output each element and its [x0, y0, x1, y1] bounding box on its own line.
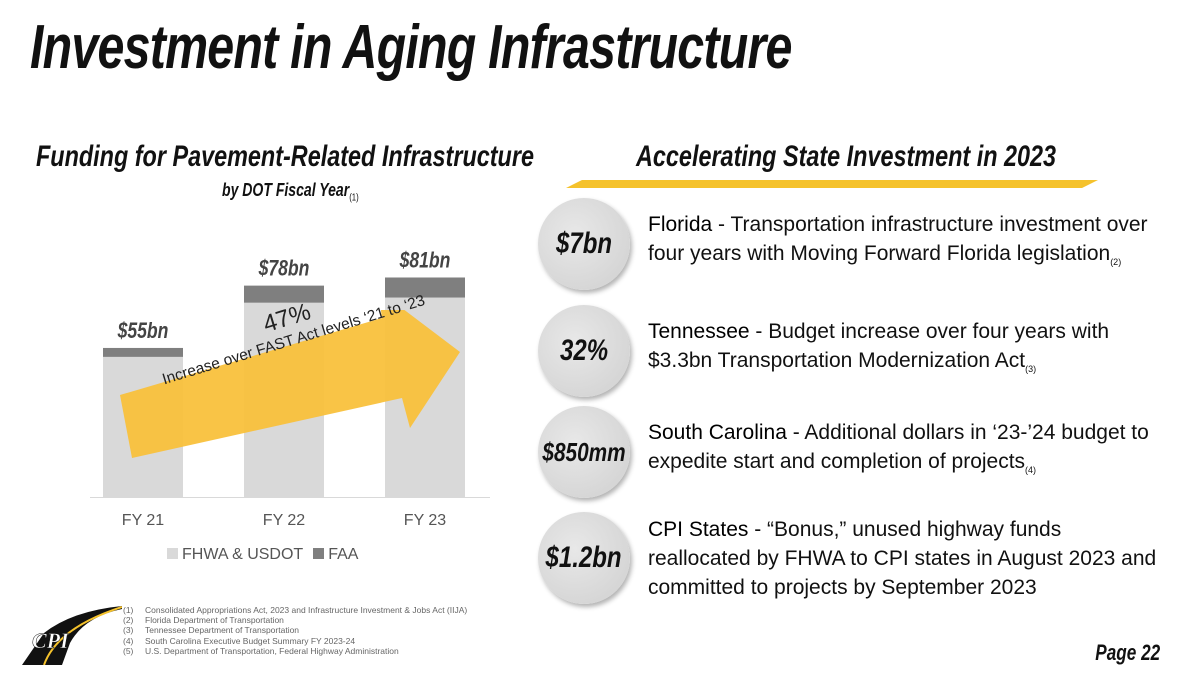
bar-faa-fy21: [103, 347, 183, 357]
state-name: Tennessee: [648, 320, 750, 344]
svg-text:CPI: CPI: [32, 628, 70, 653]
footnotes: (1) Consolidated Appropriations Act, 2023…: [123, 605, 467, 656]
item-note: (3): [1025, 364, 1037, 375]
bar-faa-fy23: [385, 277, 465, 298]
x-tick-label: FY 23: [403, 512, 447, 529]
bar-faa-fy22: [244, 285, 324, 303]
cpi-logo: CPI: [22, 606, 122, 665]
footnote: (3) Tennessee Department of Transportatio…: [123, 625, 300, 636]
accent-divider: [566, 180, 1098, 188]
value-badge: $7bn: [538, 198, 630, 290]
total-label: $55bn: [117, 319, 169, 343]
x-tick-label: FY 21: [121, 512, 165, 529]
x-tick-label: FY 22: [262, 512, 306, 529]
item-note: (4): [1025, 465, 1037, 476]
item-south-carolina: $850mm South Carolina - Additional dolla…: [538, 406, 1168, 498]
value-badge: $850mm: [538, 406, 630, 498]
item-cpi-states: $1.2bn CPI States - “Bonus,” unused high…: [538, 512, 1168, 604]
state-name: South Carolina: [648, 421, 787, 445]
page-number: Page 22: [1095, 640, 1160, 665]
footnote: (4) South Carolina Executive Budget Summa…: [123, 635, 356, 646]
footnote: (2) Florida Department of Transportation: [123, 615, 284, 626]
item-text: - Additional dollars in ‘23-’24 budget t…: [648, 421, 1149, 474]
item-florida: $7bn Florida - Transportation infrastruc…: [538, 198, 1168, 290]
item-note: (2): [1110, 257, 1122, 268]
subheading-note: (1): [349, 192, 359, 204]
left-subheading: by DOT Fiscal Year(1): [222, 180, 359, 204]
funding-chart: $55bn $78bn $81bn: [90, 249, 490, 498]
growth-arrow: [120, 310, 460, 458]
state-name: Florida: [648, 213, 713, 237]
chart-legend: FHWA & USDOT FAA: [167, 546, 358, 564]
legend-faa: FAA: [313, 546, 358, 564]
item-text: - “Bonus,” unused highway funds realloca…: [648, 517, 1157, 599]
page-title: Investment in Aging Infrastructure: [30, 13, 792, 82]
item-tennessee: 32% Tennessee - Budget increase over fou…: [538, 305, 1168, 397]
legend-fhwa: FHWA & USDOT: [167, 546, 303, 564]
right-heading: Accelerating State Investment in 2023: [636, 140, 1057, 173]
state-name: CPI States: [648, 517, 749, 541]
subheading-text: by DOT Fiscal Year: [222, 180, 350, 200]
total-label: $81bn: [399, 249, 451, 273]
total-label: $78bn: [258, 257, 310, 281]
left-heading: Funding for Pavement-Related Infrastruct…: [36, 140, 534, 173]
item-text: - Transportation infrastructure investme…: [648, 213, 1148, 266]
value-badge: 32%: [538, 305, 630, 397]
footnote: (1) Consolidated Appropriations Act, 2023…: [123, 605, 468, 615]
footnote: (5) U.S. Department of Transportation, Fe…: [123, 645, 399, 656]
item-text: - Budget increase over four years with $…: [648, 320, 1110, 373]
value-badge: $1.2bn: [538, 512, 630, 604]
